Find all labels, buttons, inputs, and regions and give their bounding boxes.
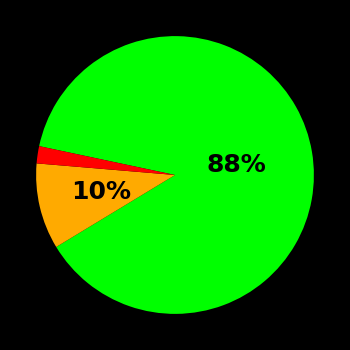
Wedge shape — [37, 146, 175, 175]
Text: 10%: 10% — [71, 181, 131, 204]
Wedge shape — [36, 163, 175, 247]
Wedge shape — [39, 36, 314, 314]
Text: 88%: 88% — [207, 153, 266, 177]
